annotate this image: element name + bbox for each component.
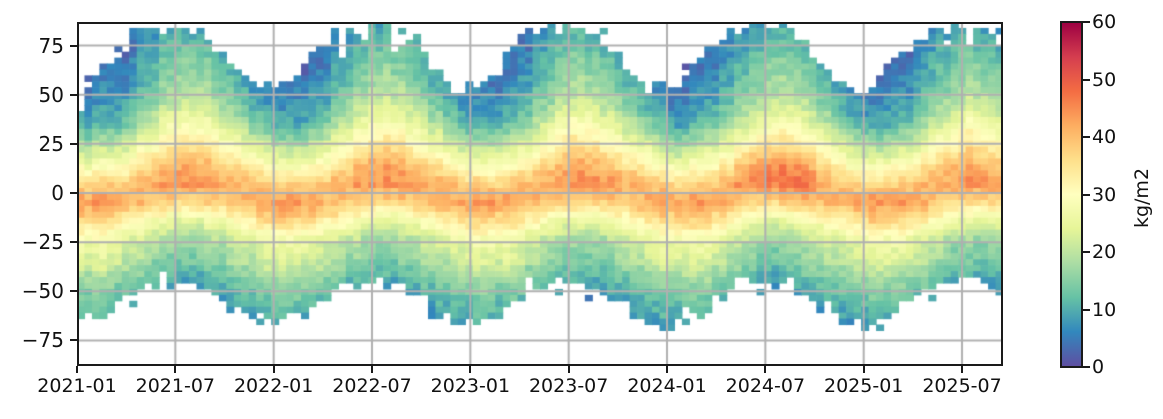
y-tick-label: −25: [21, 230, 64, 255]
colorbar-label: kg/m2: [1131, 167, 1153, 229]
x-tick-mark: [862, 366, 865, 373]
x-tick-mark: [272, 366, 275, 373]
x-tick-mark: [76, 366, 78, 373]
x-tick-mark: [469, 366, 472, 373]
x-tick-label: 2021-01: [37, 375, 117, 397]
x-tick-label: 2025-01: [823, 375, 904, 397]
x-tick-mark: [666, 366, 669, 373]
y-tick-mark: [70, 339, 77, 342]
y-tick-mark: [70, 241, 77, 244]
x-tick-label: 2022-07: [332, 375, 412, 397]
x-tick-label: 2024-01: [627, 375, 707, 397]
colorbar-tick-mark: [1083, 136, 1090, 138]
x-tick-label: 2024-07: [725, 375, 806, 397]
colorbar-tick-label: 60: [1092, 11, 1117, 33]
colorbar-tick-label: 0: [1092, 356, 1105, 378]
x-tick-mark: [174, 366, 177, 373]
colorbar-tick-label: 40: [1092, 126, 1117, 148]
x-tick-mark: [567, 366, 570, 373]
x-tick-label: 2023-07: [528, 375, 609, 397]
colorbar-tick-label: 10: [1092, 298, 1117, 321]
y-tick-label: −75: [21, 328, 64, 353]
colorbar-tick-label: 50: [1092, 68, 1117, 91]
x-tick-mark: [764, 366, 767, 373]
colorbar-tick-label: 20: [1092, 241, 1117, 263]
x-tick-label: 2023-01: [430, 375, 511, 397]
y-tick-mark: [70, 290, 77, 293]
x-tick-label: 2025-07: [922, 375, 1002, 397]
colorbar-tick-mark: [1083, 193, 1090, 196]
x-tick-label: 2021-07: [135, 375, 216, 397]
colorbar-tick-mark: [1083, 366, 1090, 368]
y-tick-mark: [70, 142, 77, 145]
y-tick-label: 0: [51, 181, 64, 206]
y-tick-mark: [70, 192, 77, 195]
colorbar-tick-mark: [1083, 308, 1090, 311]
colorbar-tick-label: 30: [1092, 183, 1117, 206]
y-tick-mark: [70, 93, 77, 96]
colorbar-tick-mark: [1083, 21, 1090, 23]
x-tick-label: 2022-01: [233, 375, 314, 397]
colorbar-tick-mark: [1083, 78, 1090, 81]
x-tick-mark: [371, 366, 373, 373]
colorbar-gradient: [1060, 21, 1083, 368]
y-tick-label: 75: [38, 33, 64, 58]
colorbar-tick-mark: [1083, 251, 1090, 253]
y-tick-label: 25: [38, 131, 64, 156]
y-tick-label: 50: [38, 82, 64, 107]
y-tick-mark: [70, 44, 77, 47]
x-tick-mark: [961, 366, 964, 373]
y-tick-label: −50: [21, 279, 64, 304]
heatmap-canvas: [77, 22, 1003, 366]
